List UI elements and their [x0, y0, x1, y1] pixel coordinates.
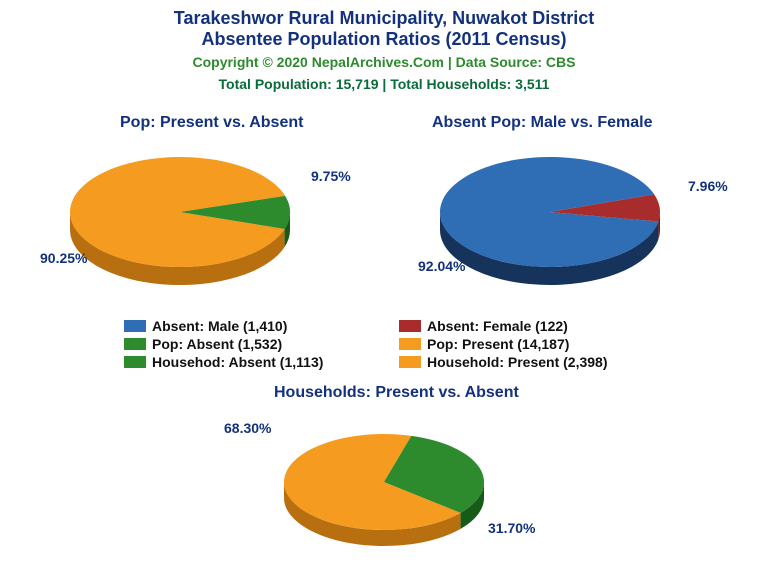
legend: Absent: Male (1,410) Absent: Female (122)…	[124, 318, 644, 370]
legend-swatch	[124, 338, 146, 350]
chart1-pct-absent: 9.75%	[311, 168, 351, 184]
legend-swatch	[124, 356, 146, 368]
legend-swatch	[124, 320, 146, 332]
pie-chart-households-present-absent	[234, 402, 534, 562]
chart2-pct-male: 92.04%	[418, 258, 465, 274]
legend-text: Pop: Absent (1,532)	[152, 336, 282, 352]
chart1-title: Pop: Present vs. Absent	[120, 114, 303, 132]
legend-swatch	[399, 338, 421, 350]
pie-chart-pop-present-absent	[30, 132, 330, 312]
legend-text: Pop: Present (14,187)	[427, 336, 569, 352]
chart3-pct-absent: 31.70%	[488, 520, 535, 536]
legend-text: Absent: Female (122)	[427, 318, 568, 334]
legend-swatch	[399, 356, 421, 368]
legend-text: Household: Present (2,398)	[427, 354, 608, 370]
chart1-pct-present: 90.25%	[40, 250, 87, 266]
legend-swatch	[399, 320, 421, 332]
legend-item: Absent: Female (122)	[399, 318, 644, 334]
chart3-title: Households: Present vs. Absent	[274, 384, 519, 402]
totals-line: Total Population: 15,719 | Total Househo…	[0, 76, 768, 92]
legend-item: Household: Present (2,398)	[399, 354, 644, 370]
pie-chart-absent-male-female	[400, 132, 700, 312]
legend-item: Pop: Present (14,187)	[399, 336, 644, 352]
legend-item: Pop: Absent (1,532)	[124, 336, 369, 352]
legend-text: Absent: Male (1,410)	[152, 318, 287, 334]
legend-item: Absent: Male (1,410)	[124, 318, 369, 334]
legend-item: Househod: Absent (1,113)	[124, 354, 369, 370]
title-line-2: Absentee Population Ratios (2011 Census)	[0, 29, 768, 50]
copyright-line: Copyright © 2020 NepalArchives.Com | Dat…	[0, 54, 768, 70]
chart2-pct-female: 7.96%	[688, 178, 728, 194]
chart2-title: Absent Pop: Male vs. Female	[432, 114, 653, 132]
legend-text: Househod: Absent (1,113)	[152, 354, 323, 370]
title-line-1: Tarakeshwor Rural Municipality, Nuwakot …	[0, 8, 768, 29]
chart3-pct-present: 68.30%	[224, 420, 271, 436]
